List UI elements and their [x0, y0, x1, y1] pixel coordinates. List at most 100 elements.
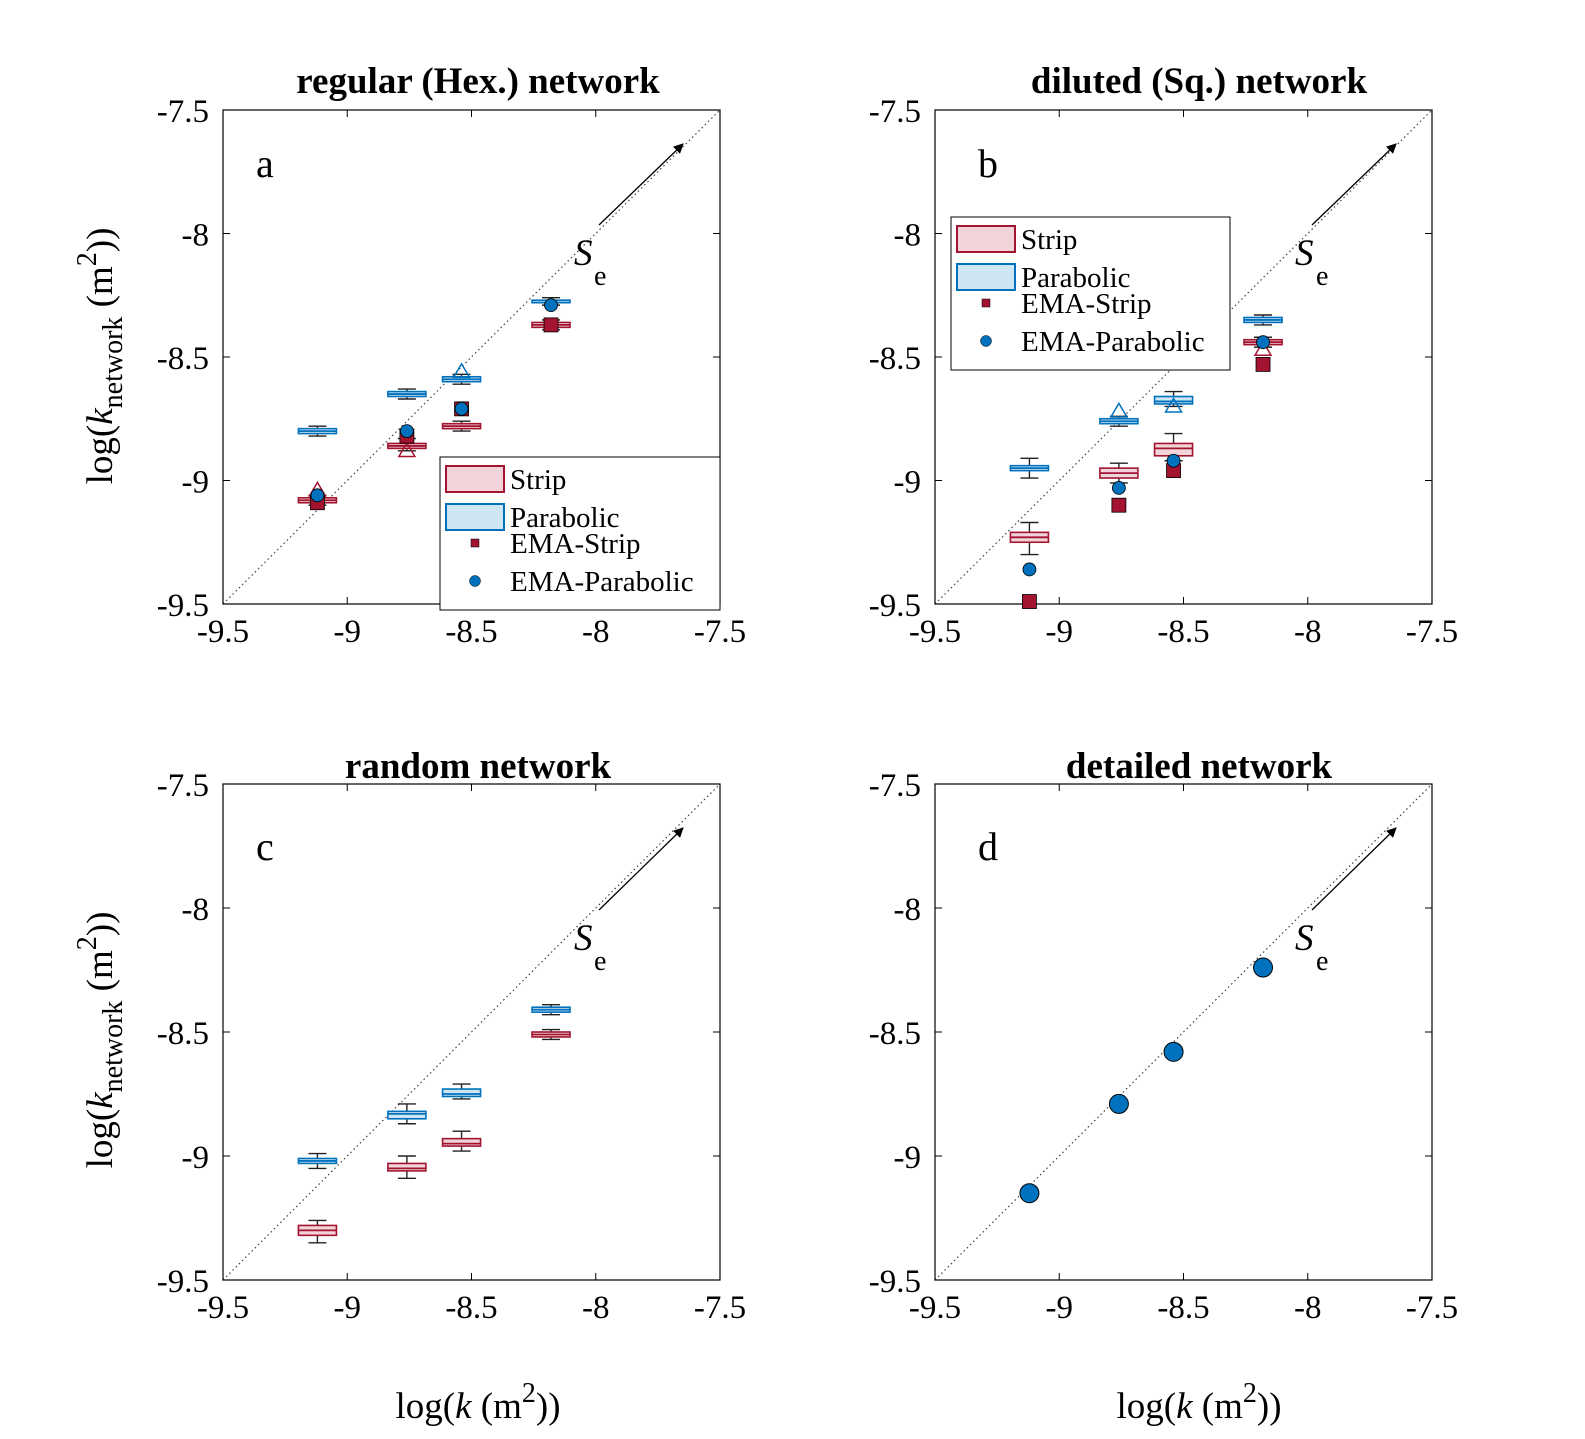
panel-d: detailed network d S e log(k (m2)) -9.5-… [869, 746, 1458, 1427]
legend-strip-label: Strip [510, 464, 566, 496]
y-tick-label: -7.5 [157, 94, 209, 130]
strip-outlier-triangle [1253, 340, 1273, 356]
x-tick-label: -8.5 [1157, 614, 1209, 650]
y-tick-label: -8.5 [157, 1016, 209, 1052]
panel-label: a [256, 141, 274, 186]
strip-box [387, 1162, 427, 1172]
se-label: S e [1295, 233, 1328, 292]
detailed-point [1163, 1041, 1184, 1062]
ema-parabolic-marker [1022, 562, 1037, 577]
y-tick-label: -7.5 [869, 94, 921, 130]
ema-parabolic-marker [310, 488, 325, 503]
legend-a: Strip Parabolic EMA-Strip EMA-Parabolic [439, 456, 721, 611]
x-tick-label: -7.5 [694, 614, 746, 650]
y-tick-label: -8.5 [157, 341, 209, 377]
se-arrow [1311, 143, 1397, 226]
ema-strip-marker [543, 317, 559, 333]
legend-b: Strip Parabolic EMA-Strip EMA-Parabolic [950, 216, 1231, 371]
identity-line [222, 783, 721, 1281]
parabolic-outlier-triangle [1109, 401, 1129, 418]
legend-parabolic-label: Parabolic [510, 502, 620, 534]
x-tick-label: -7.5 [1406, 1290, 1458, 1326]
panel-title: random network [345, 746, 612, 787]
y-tick-label: -8 [182, 218, 210, 254]
ema-parabolic-marker [544, 298, 558, 313]
se-arrow [1311, 827, 1397, 911]
ema-strip-marker [1255, 357, 1271, 372]
parabolic-outlier-triangle [452, 362, 471, 379]
svg-text:S: S [1295, 233, 1314, 274]
legend-ema-strip-label: EMA-Strip [1021, 288, 1152, 320]
se-arrow [598, 143, 684, 226]
x-tick-label: -8.5 [445, 1290, 497, 1326]
parabolic-box [1153, 395, 1194, 405]
x-tick-label: -8 [582, 614, 610, 650]
x-tick-label: -9 [1046, 614, 1074, 650]
se-label: S e [574, 233, 606, 292]
y-tick-label: -7.5 [157, 768, 209, 804]
svg-text:e: e [594, 946, 606, 977]
svg-text:e: e [594, 261, 606, 292]
y-tick-label: -8.5 [869, 341, 921, 377]
svg-text:e: e [1316, 946, 1328, 977]
legend-ema-strip-marker [470, 538, 480, 548]
ema-parabolic-marker [454, 401, 469, 416]
x-axis-label: log(k (m2)) [1116, 1378, 1281, 1427]
x-tick-label: -9 [334, 614, 362, 650]
svg-text:e: e [1316, 261, 1328, 292]
y-tick-label: -8.5 [869, 1016, 921, 1052]
legend-parabolic-swatch [445, 503, 505, 531]
x-tick-label: -8.5 [445, 614, 497, 650]
x-tick-label: -8 [582, 1290, 610, 1326]
x-tick-label: -7.5 [1406, 614, 1458, 650]
y-tick-label: -9.5 [157, 588, 209, 624]
identity-line [934, 783, 1433, 1281]
legend-parabolic-swatch [956, 263, 1016, 291]
x-tick-label: -9.5 [197, 1290, 249, 1326]
x-tick-label: -9 [334, 1290, 362, 1326]
se-label: S e [1295, 918, 1328, 977]
legend-ema-strip-label: EMA-Strip [510, 528, 641, 560]
x-axis-label: log(k (m2)) [395, 1378, 560, 1427]
parabolic-box [441, 1088, 482, 1098]
legend-ema-parabolic-marker [980, 335, 992, 347]
y-tick-label: -9 [182, 465, 210, 501]
ema-parabolic-marker [399, 424, 414, 439]
y-tick-label: -9 [894, 1140, 922, 1176]
x-tick-label: -8 [1294, 1290, 1322, 1326]
legend-strip-swatch [445, 465, 505, 493]
y-tick-label: -8 [894, 892, 922, 928]
detailed-point [1019, 1183, 1040, 1204]
legend-ema-parabolic-label: EMA-Parabolic [1021, 326, 1205, 358]
se-label: S e [574, 918, 606, 977]
y-tick-label: -9 [182, 1140, 210, 1176]
x-tick-label: -8.5 [1157, 1290, 1209, 1326]
x-tick-label: -8 [1294, 614, 1322, 650]
svg-text:S: S [1295, 918, 1314, 959]
parabolic-box [387, 1110, 427, 1120]
panel-label: d [978, 824, 998, 869]
y-axis-label: log(knetwork (m2)) [72, 912, 129, 1169]
x-tick-label: -9.5 [197, 614, 249, 650]
y-axis-label: log(knetwork (m2)) [72, 228, 129, 485]
panel-title: diluted (Sq.) network [1031, 61, 1368, 102]
x-tick-label: -9.5 [909, 614, 961, 650]
panel-label: b [978, 141, 998, 186]
legend-ema-strip-marker [981, 298, 991, 308]
x-tick-label: -9 [1046, 1290, 1074, 1326]
legend-ema-parabolic-marker [469, 575, 481, 587]
legend-strip-label: Strip [1021, 224, 1077, 256]
svg-text:S: S [574, 918, 593, 959]
panel-a: regular (Hex.) network a S e log(knetwor… [72, 61, 746, 650]
ema-strip-marker [1111, 497, 1127, 513]
svg-text:S: S [574, 233, 593, 274]
y-tick-label: -9.5 [869, 1264, 921, 1300]
panel-label: c [256, 824, 274, 869]
y-tick-label: -9 [894, 465, 922, 501]
ema-parabolic-marker [1111, 481, 1126, 495]
y-tick-label: -8 [182, 892, 210, 928]
ema-parabolic-marker [1166, 453, 1181, 468]
y-tick-label: -7.5 [869, 768, 921, 804]
x-tick-label: -9.5 [909, 1290, 961, 1326]
